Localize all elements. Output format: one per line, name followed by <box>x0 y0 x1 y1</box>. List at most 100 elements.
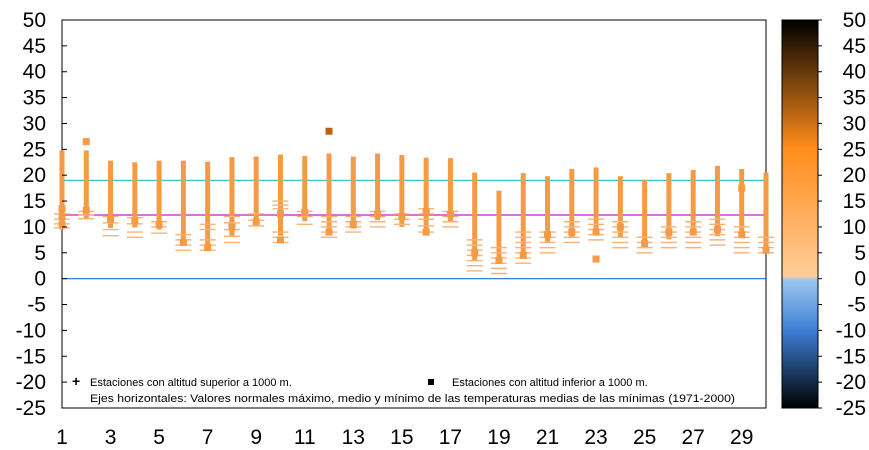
legend: + Estaciones con altitud superior a 1000… <box>72 373 735 405</box>
station-below-marker <box>713 226 721 234</box>
station-below-marker <box>325 228 333 236</box>
range-bar <box>277 154 283 236</box>
y-tick-label: 30 <box>23 112 46 135</box>
range-bar <box>229 157 235 236</box>
station-below-marker <box>58 205 66 213</box>
range-bar <box>666 173 672 240</box>
range-bar <box>326 153 332 233</box>
range-bar <box>59 150 65 230</box>
station-below-marker <box>301 208 309 216</box>
range-bar <box>739 168 745 238</box>
y-tick-label: -10 <box>16 319 46 342</box>
x-tick-label: 21 <box>536 426 559 449</box>
y-tick-label: 45 <box>23 35 46 58</box>
colorbar-tick-label: -10 <box>836 319 866 342</box>
y-tick-label: -5 <box>27 294 46 317</box>
colorbar-tick-label: 20 <box>843 164 866 187</box>
range-bar <box>180 160 186 241</box>
legend-note-text: Ejes horizontales: Valores normales máxi… <box>90 393 735 405</box>
x-tick-label: 27 <box>681 426 704 449</box>
station-below-marker <box>276 210 284 218</box>
station-below-marker <box>738 231 746 239</box>
station-below-marker <box>762 246 770 254</box>
station-below-marker <box>58 213 66 221</box>
plot-frame <box>61 19 767 409</box>
x-axis-ticks: 1 3 5 7 9 11 13 15 17 19 21 23 25 27 29 <box>56 426 753 449</box>
range-bar <box>350 156 356 229</box>
x-tick-label: 9 <box>250 426 262 449</box>
station-below-marker <box>446 210 454 218</box>
station-below-marker <box>616 223 624 231</box>
x-tick-label: 5 <box>153 426 165 449</box>
station-below-marker <box>398 213 406 221</box>
legend-plus-symbol: + <box>72 373 80 389</box>
range-bar <box>763 172 769 248</box>
station-below-marker <box>689 228 697 236</box>
x-tick-label: 29 <box>730 426 753 449</box>
range-bar <box>545 176 551 243</box>
station-below-marker <box>374 210 382 218</box>
colorbar-tick-label: 25 <box>843 138 866 161</box>
x-tick-label: 25 <box>633 426 656 449</box>
range-bar <box>447 158 453 222</box>
station-below-marker <box>422 228 430 236</box>
colorbar-tick-label: 0 <box>854 268 866 291</box>
range-bar <box>496 190 502 262</box>
colorbar <box>781 19 819 409</box>
station-below-marker <box>82 138 90 146</box>
colorbar-tick-label: 45 <box>843 35 866 58</box>
range-bar <box>472 172 478 261</box>
range-bar <box>423 157 429 234</box>
y-tick-label: -25 <box>16 397 46 420</box>
station-below-marker <box>665 228 673 236</box>
y-tick-label: 20 <box>23 164 46 187</box>
station-below-marker <box>58 220 66 228</box>
station-below-marker <box>228 223 236 231</box>
station-below-marker <box>276 236 284 244</box>
station-below-marker <box>592 255 600 263</box>
y-tick-label: 50 <box>23 9 46 32</box>
station-below-marker <box>592 228 600 236</box>
station-below-marker <box>495 257 503 265</box>
range-bar <box>617 176 623 238</box>
x-tick-label: 19 <box>487 426 510 449</box>
range-bar <box>399 155 405 227</box>
colorbar-tick-label: 15 <box>843 190 866 213</box>
station-below-marker <box>82 206 90 214</box>
range-bar <box>253 156 259 225</box>
range-bar <box>375 153 381 221</box>
y-tick-label: -15 <box>16 345 46 368</box>
range-bar <box>714 165 720 237</box>
y-tick-label: 0 <box>34 268 46 291</box>
colorbar-tick-label: 5 <box>854 242 866 265</box>
range-bar <box>83 150 89 220</box>
station-below-marker <box>519 251 527 259</box>
range-bar <box>205 161 211 246</box>
colorbar-tick-label: 35 <box>843 87 866 110</box>
x-tick-label: 1 <box>56 426 68 449</box>
colorbar-tick-label: -25 <box>836 397 866 420</box>
station-below-marker <box>422 207 430 215</box>
station-below-marker <box>179 238 187 246</box>
colorbar-tick-label: 10 <box>843 216 866 239</box>
y-tick-label: -20 <box>16 371 46 394</box>
y-tick-label: 35 <box>23 87 46 110</box>
range-bar <box>520 173 526 253</box>
x-tick-label: 7 <box>202 426 214 449</box>
range-bar <box>593 167 599 235</box>
x-tick-label: 23 <box>584 426 607 449</box>
station-below-marker <box>568 228 576 236</box>
legend-square-symbol <box>428 379 434 385</box>
y-tick-label: 5 <box>34 242 46 265</box>
colorbar-tick-label: -20 <box>836 371 866 394</box>
range-bar <box>302 156 308 222</box>
range-bar <box>690 170 696 236</box>
legend-below-text: Estaciones con altitud inferior a 1000 m… <box>452 377 648 389</box>
range-bar <box>108 160 114 228</box>
station-below-marker <box>349 220 357 228</box>
colorbar-tick-label: -15 <box>836 345 866 368</box>
station-below-marker <box>107 215 115 223</box>
y-tick-label: 15 <box>23 190 46 213</box>
